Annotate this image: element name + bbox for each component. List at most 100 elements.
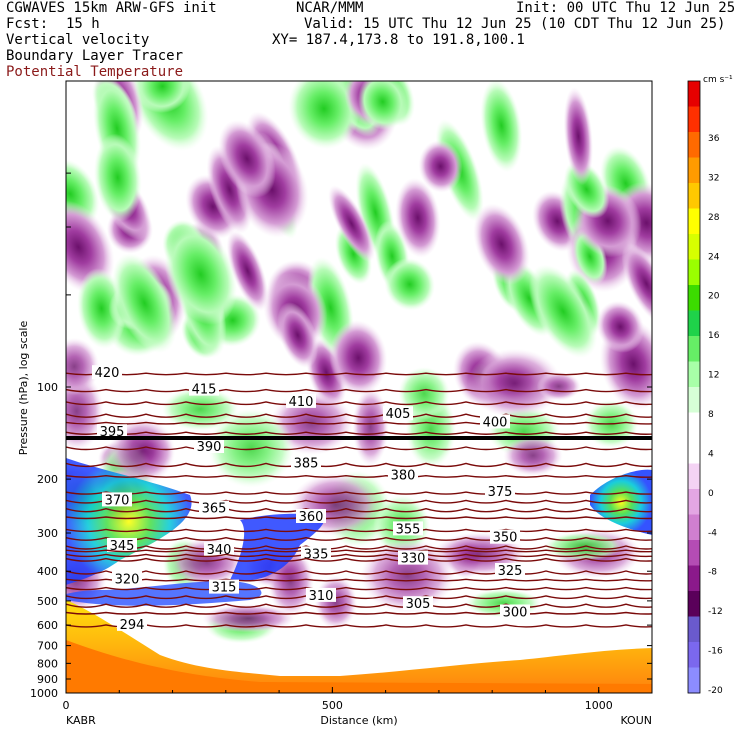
theta-contour: [66, 528, 652, 533]
velocity-cell: [621, 243, 652, 325]
colorbar-tick-label: 4: [708, 449, 714, 459]
y-tick-label: 700: [37, 640, 58, 653]
theta-contour-label: 360: [299, 510, 324, 525]
colorbar-swatch: [688, 234, 700, 260]
theta-contour-label: 355: [396, 522, 421, 537]
theta-label-bg: [209, 579, 239, 594]
theta-label-bg: [291, 455, 321, 470]
colorbar-swatch: [688, 642, 700, 668]
velocity-cell: [395, 177, 441, 258]
tropopause-line: [66, 436, 652, 440]
colorbar-unit: cm s⁻¹: [703, 75, 733, 85]
colorbar-tick-label: -12: [708, 607, 723, 617]
colorbar-swatch: [688, 361, 700, 388]
right-endpoint-label: KOUN: [620, 714, 652, 727]
theta-label-bg: [495, 563, 525, 577]
theta-contour: [66, 603, 652, 608]
colorbar-tick-label: 28: [708, 213, 720, 223]
theta-contour-label: 385: [294, 456, 319, 471]
colorbar-swatch: [688, 438, 700, 464]
theta-contour: [66, 401, 652, 406]
theta-label-bg: [398, 550, 428, 565]
theta-contour: [66, 595, 652, 600]
theta-contour: [66, 536, 652, 541]
velocity-cell: [352, 387, 389, 467]
velocity-cell: [480, 81, 523, 173]
velocity-cell: [161, 387, 239, 431]
valid-time: Valid: 15 UTC Thu 12 Jun 25 (10 CDT Thu …: [304, 16, 726, 32]
theta-label-bg: [102, 492, 132, 507]
colorbar-swatch: [688, 208, 700, 235]
colorbar-swatch: [688, 667, 700, 694]
colorbar-tick-label: -8: [708, 568, 717, 578]
theta-contour-label: 330: [401, 552, 426, 567]
velocity-cell: [418, 140, 463, 193]
velocity-cell: [528, 264, 598, 358]
velocity-cell: [134, 81, 191, 113]
velocity-cell: [218, 119, 276, 198]
y-tick-label: 300: [37, 527, 58, 540]
colorbar-swatch: [688, 336, 700, 362]
forecast-label: Fcst:: [6, 16, 49, 32]
theta-contour-label: 400: [483, 415, 508, 430]
colorbar-tick-label: 12: [708, 371, 719, 381]
theta-label-bg: [92, 365, 122, 380]
boundary-layer-tracer-lower: [66, 640, 652, 693]
colorbar-swatch: [688, 489, 700, 515]
velocity-cell: [93, 133, 142, 222]
theta-label-bg: [286, 393, 316, 408]
theta-contour: [66, 421, 652, 425]
potential-temperature-contours: 4204154104054003953903853803753703653603…: [66, 365, 652, 633]
theta-contour: [66, 586, 652, 591]
init-time: Init: 00 UTC Thu 12 Jun 25: [516, 0, 736, 16]
colorbar-swatch: [688, 132, 700, 158]
colorbar-swatch: [688, 540, 700, 566]
colorbar-tick-label: 36: [708, 134, 720, 144]
colorbar-swatch: [688, 285, 700, 311]
velocity-cell: [360, 538, 455, 614]
theta-label-bg: [393, 521, 423, 536]
theta-label-bg: [500, 604, 530, 619]
colorbar-frame: [687, 80, 701, 694]
velocity-cell: [358, 81, 408, 131]
colorbar-swatch: [688, 106, 700, 133]
theta-contour-label: 294: [120, 618, 145, 633]
y-axis-label: Pressure (hPa), log scale: [17, 321, 30, 456]
colorbar-swatch: [688, 514, 700, 541]
velocity-cell: [329, 320, 388, 396]
velocity-cell: [66, 337, 100, 396]
theta-contour-label: 345: [110, 539, 135, 554]
colorbar-swatch: [688, 259, 700, 286]
colorbar-swatch: [688, 157, 700, 184]
y-tick-label: 200: [37, 473, 58, 486]
y-tick-label: 600: [37, 619, 58, 632]
theta-contour-label: 420: [95, 366, 120, 381]
theta-label-bg: [107, 538, 137, 552]
theta-label-bg: [97, 424, 127, 439]
theta-contour-label: 370: [105, 493, 130, 508]
theta-contour: [66, 388, 652, 393]
theta-contour: [66, 491, 652, 495]
left-endpoint-label: KABR: [66, 714, 96, 727]
velocity-cell: [596, 300, 645, 353]
velocity-cell: [208, 408, 294, 488]
colorbar-swatch: [688, 310, 700, 337]
theta-label-bg: [485, 484, 515, 499]
colorbar-tick-label: -4: [708, 528, 717, 538]
velocity-cell: [473, 203, 530, 285]
colorbar-swatch: [688, 616, 700, 643]
boundary-layer-tracer-upper: [66, 458, 192, 585]
theta-contour-label: 390: [197, 440, 222, 455]
colorbar-swatch: [688, 412, 700, 439]
theta-contour: [66, 549, 652, 553]
theta-label-bg: [383, 406, 413, 421]
x-tick-label: 0: [63, 699, 70, 712]
theta-contour: [66, 499, 652, 504]
theta-contour-label: 350: [493, 531, 518, 546]
colorbar-swatch: [688, 591, 700, 617]
theta-contour-label: 300: [503, 606, 528, 621]
velocity-cell: [164, 223, 238, 325]
theta-label-bg: [204, 542, 234, 557]
velocity-cell: [467, 348, 562, 419]
